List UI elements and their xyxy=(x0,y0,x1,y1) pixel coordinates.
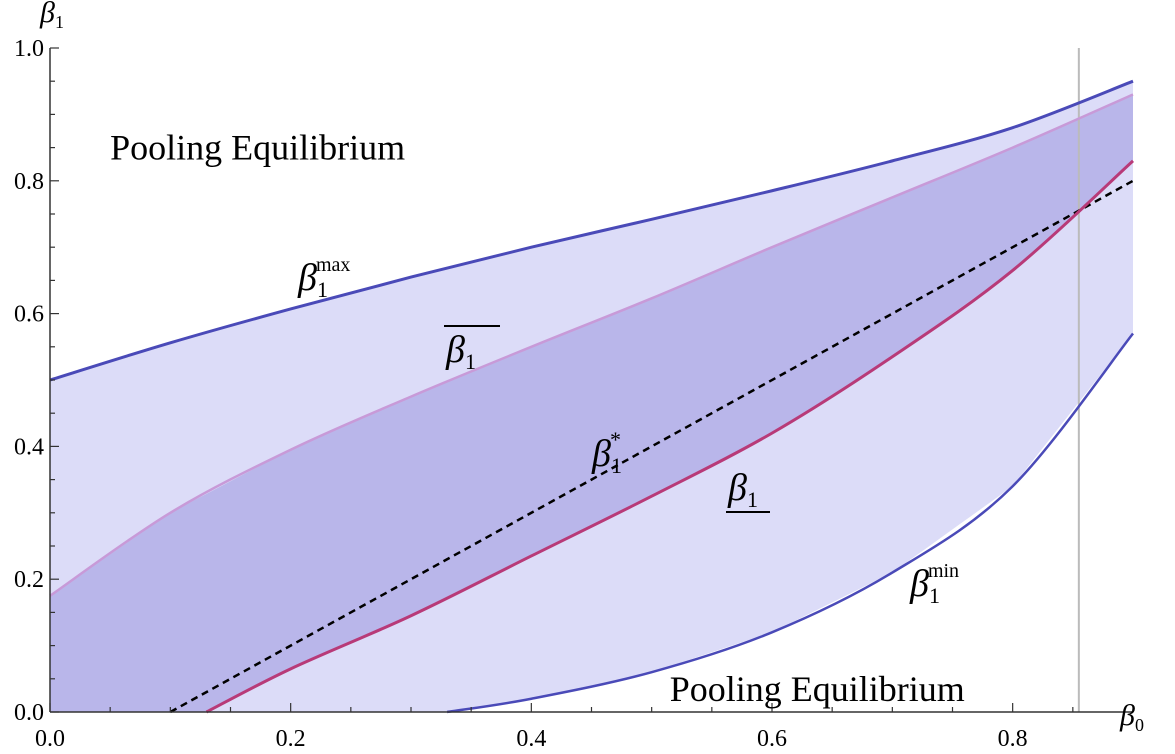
beta-lower-bar-label: β1 xyxy=(727,467,758,512)
pooling-equilibrium-top-label: Pooling Equilibrium xyxy=(110,128,405,168)
fill-regions xyxy=(50,81,1133,713)
x-axis-title: β0 xyxy=(1119,699,1144,735)
y-tick-label: 0.2 xyxy=(14,567,44,593)
series-line-beta-star xyxy=(169,179,1134,714)
series-line-beta-max xyxy=(49,79,1134,382)
y-axis-title: β1 xyxy=(39,0,64,32)
series-lines xyxy=(49,79,1135,714)
series-line-beta-lower-bar xyxy=(205,159,1135,714)
x-tick-label: 0.2 xyxy=(276,726,306,752)
axes xyxy=(49,47,1134,713)
x-tick-label: 0.4 xyxy=(516,726,546,752)
y-tick-label: 0.6 xyxy=(14,302,44,328)
x-tick-label: 0.6 xyxy=(757,726,787,752)
series-line-beta-min xyxy=(446,332,1134,714)
y-tick-label: 0.8 xyxy=(14,169,44,195)
beta-upper-bar-label: β1 xyxy=(445,329,476,374)
dark-region-fill xyxy=(50,94,1133,713)
pooling-equilibrium-bottom-label: Pooling Equilibrium xyxy=(670,669,965,709)
y-tick-label: 0.0 xyxy=(14,700,44,726)
tick-labels: 0.0 0.2 0.4 0.6 0.8 0.0 0.2 0.4 0.6 0.8 1.0 xyxy=(14,36,1028,752)
beta-star-label: β1* xyxy=(591,427,622,478)
x-tick-label: 0.8 xyxy=(998,726,1028,752)
x-tick-label: 0.0 xyxy=(35,726,65,752)
beta-max-label: β1max xyxy=(297,254,350,302)
series-line-beta-upper-bar xyxy=(49,93,1134,597)
y-tick-label: 0.4 xyxy=(14,434,44,460)
y-tick-label: 1.0 xyxy=(14,36,44,62)
beta-min-label: β1min xyxy=(909,560,959,608)
